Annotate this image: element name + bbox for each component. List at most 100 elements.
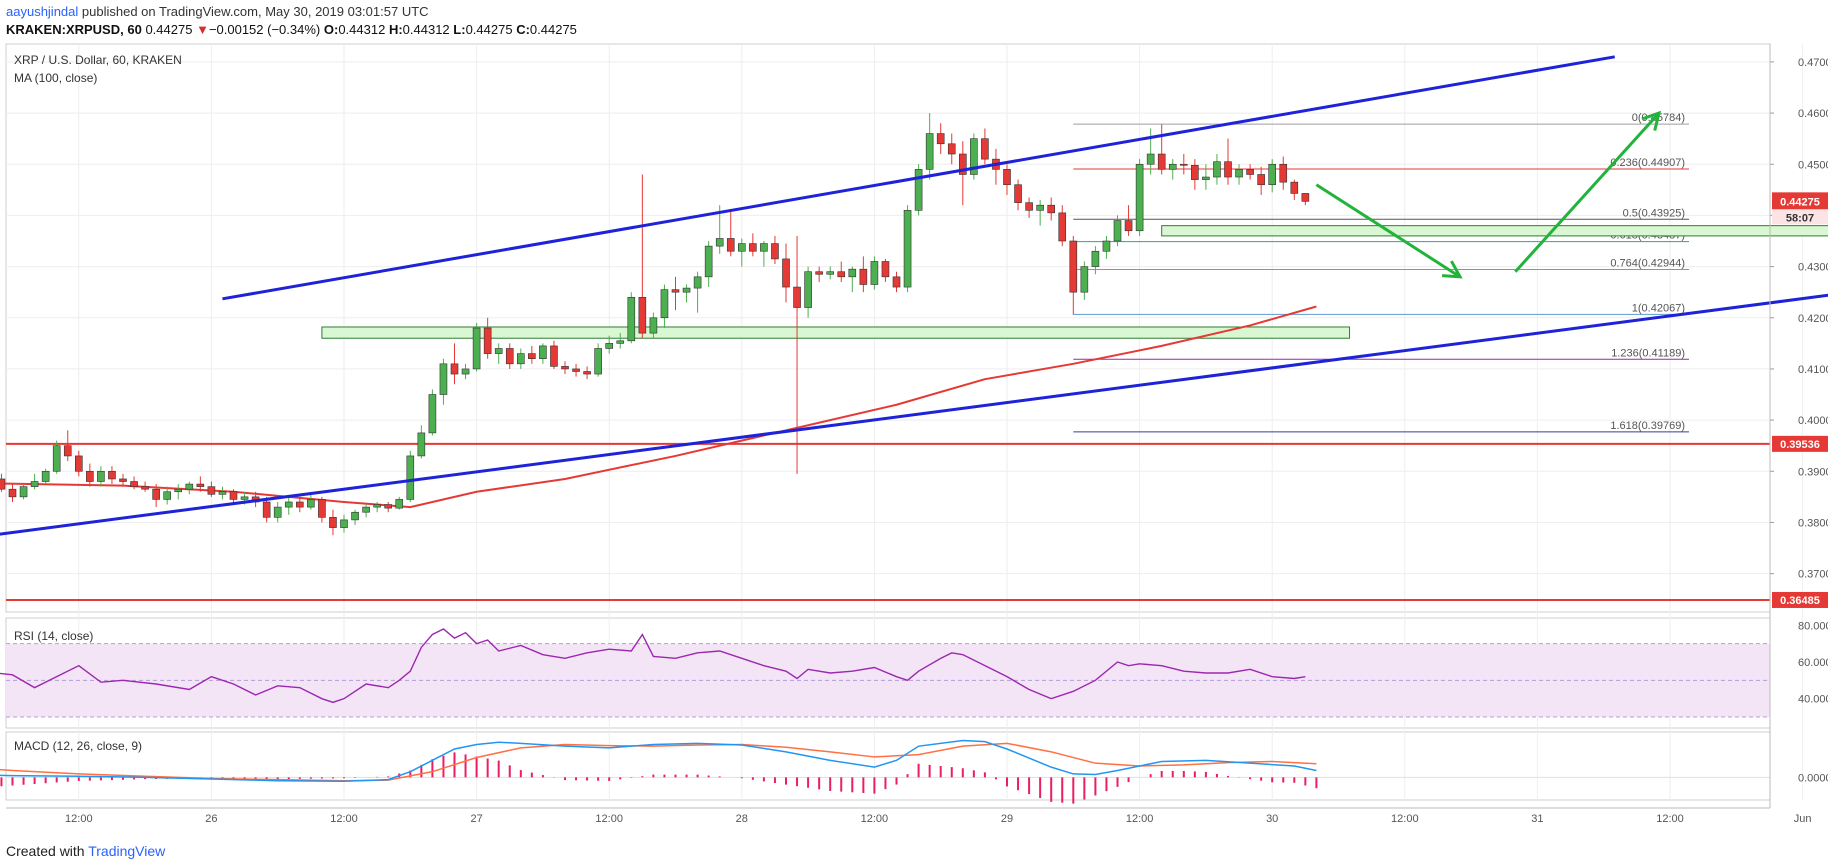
candle-body: [1124, 220, 1133, 232]
x-tick-label: 30: [1266, 813, 1278, 825]
candle-body: [627, 296, 636, 342]
open-value: 0.44312: [338, 22, 386, 37]
y-tick-label: 0.42000: [1798, 313, 1828, 325]
candle-body: [1091, 250, 1100, 267]
candle-body: [726, 238, 735, 252]
fib-level-label: 1.618(0.39769): [1610, 420, 1685, 432]
candle-body: [483, 327, 492, 354]
trend-arrow-shaft: [1514, 112, 1661, 273]
candle-body: [19, 486, 28, 498]
candle-body: [1257, 174, 1265, 186]
y-tick-label: 0.39000: [1798, 466, 1828, 478]
candle-body: [572, 368, 580, 372]
candle-body: [207, 486, 216, 495]
ma-indicator-label: MA (100, close): [14, 71, 97, 85]
candle-body: [936, 133, 945, 145]
x-tick-label: 27: [470, 813, 482, 825]
candle-body: [682, 287, 691, 293]
candle-body: [373, 504, 381, 508]
last-price: 0.44275: [145, 22, 193, 37]
candle-body: [1191, 164, 1199, 180]
candle-body: [693, 276, 702, 289]
close-label: C:: [516, 22, 530, 37]
candle-body: [1080, 266, 1089, 293]
y-tick-label: 0.37000: [1798, 569, 1828, 581]
x-tick-label: 12:00: [330, 813, 358, 825]
candle-body: [395, 499, 404, 509]
candle-body: [307, 499, 315, 508]
candle-body: [528, 353, 536, 360]
y-tick-label: 0.41000: [1798, 364, 1828, 376]
x-tick-label: Jun: [1794, 813, 1812, 825]
candle-body: [1003, 169, 1011, 186]
resistance-price-tag: [1772, 435, 1828, 452]
publish-info: aayushjindal published on TradingView.co…: [6, 4, 429, 19]
candle-body: [428, 394, 437, 434]
candle-body: [782, 258, 790, 288]
y-tick-label: 0.38000: [1798, 517, 1828, 529]
y-tick-label: 0.43000: [1798, 262, 1828, 274]
channel-trendline: [0, 293, 1828, 536]
candle-body: [749, 243, 757, 252]
candle-body: [583, 371, 591, 375]
candle-body: [870, 261, 879, 285]
x-tick-label: 12:00: [65, 813, 93, 825]
candle-body: [472, 327, 481, 370]
candle-body: [284, 501, 293, 508]
trend-arrow-head: [1641, 110, 1662, 131]
candle-body: [958, 153, 967, 175]
candle-body: [505, 348, 514, 365]
x-tick-label: 12:00: [1656, 813, 1684, 825]
candle-body: [1301, 193, 1310, 202]
x-tick-label: 29: [1001, 813, 1013, 825]
candle-body: [925, 133, 934, 170]
candle-body: [1290, 181, 1299, 194]
candle-body: [1113, 220, 1122, 242]
down-arrow-icon: ▼: [196, 22, 209, 37]
candle-body: [1102, 240, 1111, 252]
candle-body: [273, 506, 282, 518]
tradingview-logo[interactable]: TradingView: [88, 843, 166, 859]
candle-body: [804, 271, 812, 308]
resistance-price-label: 0.39536: [1780, 439, 1820, 451]
rsi-y-tick-label: 40.0000: [1798, 694, 1828, 706]
candle-body: [97, 470, 105, 482]
candle-body: [86, 470, 94, 482]
high-label: H:: [388, 22, 403, 37]
macd-signal-line: [0, 742, 1317, 782]
candle-body: [163, 491, 171, 500]
trend-arrow-shaft: [1315, 183, 1461, 279]
fib-level-label: 0.5(0.43925): [1623, 207, 1685, 219]
macd-y-tick-label: 0.0000: [1798, 772, 1828, 784]
candle-body: [826, 271, 835, 275]
candle-body: [41, 470, 50, 482]
rsi-line: [0, 628, 1306, 704]
author-link[interactable]: aayushjindal: [6, 4, 79, 19]
axes: 2512:002612:002712:002812:002912:003012:…: [6, 44, 1828, 825]
change-value: −0.00152 (−0.34%): [208, 22, 321, 37]
candle-body: [295, 501, 304, 508]
candle-body: [516, 353, 525, 365]
candle-body: [539, 345, 547, 360]
candle-body: [130, 481, 138, 487]
open-label: O:: [323, 22, 339, 37]
candle-body: [1058, 212, 1067, 242]
candle-body: [351, 511, 359, 521]
candle-body: [1224, 161, 1232, 178]
footer: Created with TradingView: [6, 843, 165, 859]
candle-body: [52, 445, 61, 472]
y-tick-label: 0.40000: [1798, 415, 1828, 427]
candle-body: [1069, 240, 1078, 293]
low-value: 0.44275: [465, 22, 513, 37]
countdown-label: 58:07: [1786, 212, 1814, 224]
candle-body: [848, 268, 857, 278]
rsi-pane: [0, 628, 1770, 718]
candle-body: [384, 504, 393, 509]
candle-body: [815, 271, 823, 275]
candle-body: [1213, 161, 1221, 178]
chart-canvas[interactable]: 0(0.45784)0.236(0.44907)0.5(0.43925)0.61…: [0, 0, 1828, 830]
x-tick-label: 26: [205, 813, 217, 825]
publish-text: published on TradingView.com, May 30, 20…: [78, 4, 429, 19]
symbol-label: KRAKEN:XRPUSD, 60: [6, 22, 142, 37]
